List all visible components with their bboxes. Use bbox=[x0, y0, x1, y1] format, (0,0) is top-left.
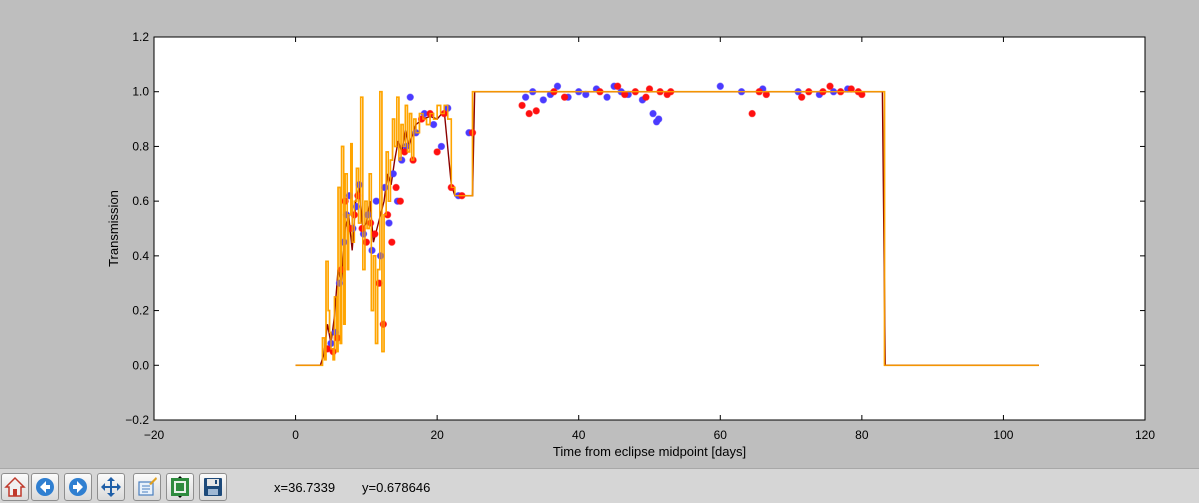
blue-data-point bbox=[429, 120, 438, 129]
plot-svg: −20 0 20 40 60 80 100 120 −0.2 0.0 0.2 0.4 0.6 0.8 1.0… bbox=[106, 30, 1155, 459]
y-axis-label: Transmission bbox=[106, 190, 121, 267]
x-tick-label: 60 bbox=[714, 428, 728, 442]
model-step-line-overlay bbox=[295, 91, 1039, 366]
red-data-point bbox=[371, 230, 379, 238]
blue-data-point bbox=[406, 93, 414, 101]
forward-button[interactable] bbox=[64, 473, 92, 501]
red-data-point bbox=[826, 82, 834, 90]
x-tick-label: 100 bbox=[993, 428, 1013, 442]
pan-button[interactable] bbox=[97, 473, 125, 501]
zoom-rectangle-icon bbox=[138, 477, 157, 496]
blue-data-point bbox=[655, 115, 663, 123]
red-data-point bbox=[518, 101, 526, 110]
pan-arrows-icon bbox=[101, 477, 121, 497]
x-tick-label: −20 bbox=[144, 428, 165, 442]
subplots-button[interactable] bbox=[166, 473, 194, 501]
blue-data-point bbox=[649, 109, 657, 118]
blue-data-point bbox=[385, 219, 393, 227]
blue-data-point bbox=[553, 82, 562, 90]
red-data-point bbox=[525, 109, 533, 118]
red-data-point bbox=[388, 238, 396, 246]
plot-area[interactable] bbox=[154, 37, 1145, 420]
red-data-point bbox=[379, 320, 388, 328]
x-axis-label: Time from eclipse midpoint [days] bbox=[553, 444, 746, 459]
blue-data-point bbox=[368, 246, 376, 255]
figure-canvas: −20 0 20 40 60 80 100 120 −0.2 0.0 0.2 0.4 0.6 0.8 1.0… bbox=[106, 30, 1155, 459]
blue-data-point bbox=[521, 93, 530, 101]
y-coordinate-readout: y=0.678646 bbox=[362, 480, 431, 495]
y-tick-label: 1.2 bbox=[132, 30, 149, 44]
blue-data-point bbox=[603, 93, 611, 101]
red-data-point bbox=[532, 107, 540, 115]
red-data-point bbox=[362, 238, 371, 246]
x-tick-label: 20 bbox=[430, 428, 444, 442]
y-tick-label: 0.8 bbox=[132, 139, 149, 153]
x-tick-label: 80 bbox=[855, 428, 869, 442]
back-arrow-icon bbox=[36, 478, 54, 496]
x-tick-label: 40 bbox=[572, 428, 586, 442]
blue-data-point bbox=[372, 197, 380, 205]
y-tick-label: 0.6 bbox=[132, 194, 149, 208]
back-button[interactable] bbox=[31, 473, 59, 501]
save-button[interactable] bbox=[199, 473, 227, 501]
x-tick-label: 120 bbox=[1135, 428, 1155, 442]
home-icon bbox=[4, 476, 26, 497]
tick-layer: −20 0 20 40 60 80 100 120 −0.2 0.0 0.2 0.4 0.6 0.8 1.0… bbox=[125, 30, 1155, 442]
red-data-point bbox=[797, 93, 806, 101]
red-data-point bbox=[433, 148, 441, 156]
red-data-point bbox=[613, 82, 622, 90]
navigation-toolbar: x=36.7339 y=0.678646 bbox=[0, 468, 1199, 503]
y-tick-label: 1.0 bbox=[132, 85, 149, 99]
y-tick-label: 0.0 bbox=[132, 358, 149, 372]
axes-frame bbox=[153, 36, 1146, 421]
y-tick-label: 0.2 bbox=[132, 304, 149, 318]
y-tick-label: −0.2 bbox=[125, 413, 149, 427]
red-data-point bbox=[396, 197, 405, 205]
red-data-point bbox=[560, 93, 569, 101]
blue-data-point bbox=[539, 96, 548, 104]
forward-arrow-icon bbox=[69, 478, 87, 496]
red-data-point bbox=[392, 183, 400, 192]
red-data-point bbox=[748, 109, 756, 118]
blue-data-point bbox=[376, 252, 385, 260]
blue-data-point bbox=[716, 82, 724, 90]
floppy-disk-icon bbox=[204, 478, 222, 496]
home-button[interactable] bbox=[1, 473, 29, 501]
y-tick-label: 0.4 bbox=[132, 249, 149, 263]
x-coordinate-readout: x=36.7339 bbox=[274, 480, 336, 495]
blue-data-point bbox=[437, 142, 446, 151]
subplots-icon bbox=[171, 476, 189, 498]
zoom-button[interactable] bbox=[133, 473, 161, 501]
red-data-point bbox=[366, 219, 375, 227]
series-layer bbox=[295, 82, 1039, 367]
red-data-point bbox=[642, 93, 650, 101]
x-tick-label: 0 bbox=[292, 428, 299, 442]
